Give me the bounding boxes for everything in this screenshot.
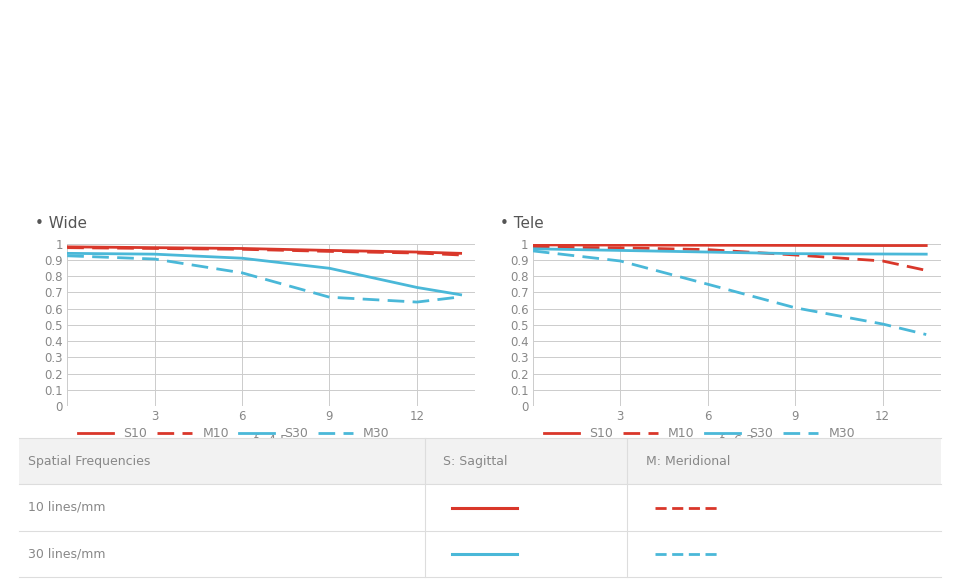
- Legend: S10, M10, S30, M30: S10, M10, S30, M30: [540, 422, 860, 445]
- Text: f=4.5: f=4.5: [253, 434, 289, 447]
- Bar: [19, 484, 941, 531]
- Text: f=6.3: f=6.3: [719, 434, 755, 447]
- Text: 30 lines/mm: 30 lines/mm: [29, 548, 106, 560]
- Legend: S10, M10, S30, M30: S10, M10, S30, M30: [74, 422, 395, 445]
- Bar: [19, 438, 941, 484]
- Text: • Wide: • Wide: [35, 216, 86, 231]
- Text: Spatial Frequencies: Spatial Frequencies: [29, 455, 151, 467]
- Bar: [19, 531, 941, 577]
- Text: 10 lines/mm: 10 lines/mm: [29, 501, 106, 514]
- Text: • Tele: • Tele: [500, 216, 544, 231]
- Text: M: Meridional: M: Meridional: [646, 455, 731, 467]
- Text: S: Sagittal: S: Sagittal: [444, 455, 508, 467]
